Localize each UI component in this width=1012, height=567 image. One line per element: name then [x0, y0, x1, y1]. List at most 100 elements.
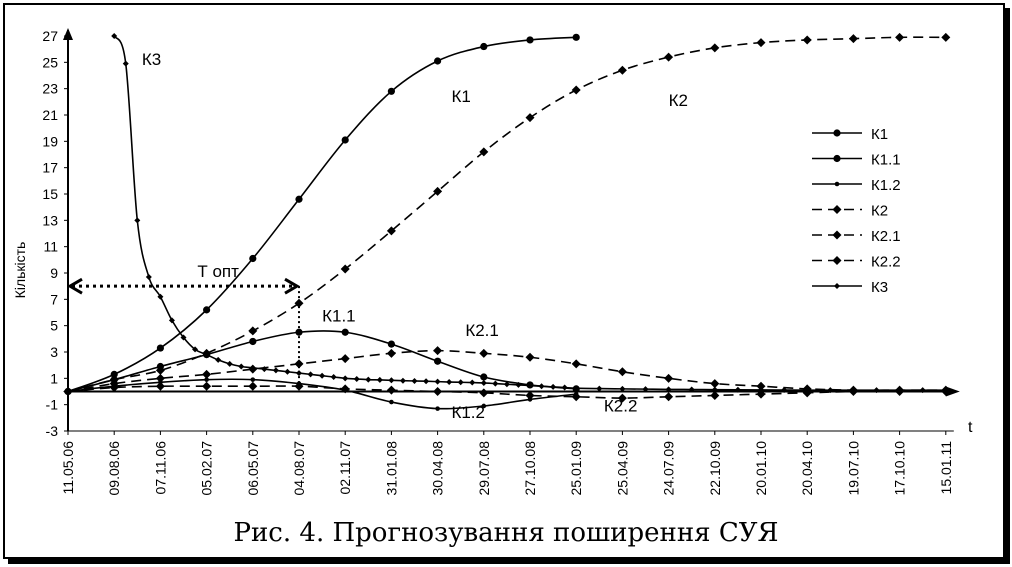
data-point: [503, 381, 510, 388]
data-point: [711, 386, 718, 393]
data-point: [341, 136, 349, 144]
y-tick-label: -3: [46, 423, 59, 439]
legend-item: К1: [812, 126, 888, 143]
data-point: [664, 373, 674, 383]
data-point: [832, 230, 842, 240]
annotation-label: К1.2: [451, 403, 485, 422]
data-point: [272, 367, 279, 374]
data-point: [295, 195, 303, 203]
data-point: [388, 377, 395, 384]
data-point: [896, 387, 903, 394]
x-tick-label: 02.11.07: [337, 441, 353, 495]
data-point: [180, 334, 187, 341]
data-point: [376, 376, 383, 383]
legend-item: К2.1: [812, 228, 901, 245]
data-point: [617, 65, 627, 75]
data-point: [249, 254, 257, 263]
data-point: [157, 293, 164, 300]
data-point: [572, 33, 580, 41]
x-tick-label: 22.10.09: [707, 441, 723, 496]
data-point: [248, 381, 258, 391]
data-point: [110, 370, 118, 378]
legend-label: К1.2: [871, 177, 901, 194]
data-point: [571, 392, 581, 402]
y-tick-label: -1: [46, 397, 59, 413]
data-point: [111, 33, 118, 39]
data-point: [411, 377, 418, 384]
x-tick-label: 09.08.06: [106, 441, 122, 496]
series-К2.2: [63, 381, 951, 403]
data-point: [525, 352, 535, 362]
data-point: [433, 186, 443, 196]
data-point: [238, 363, 245, 370]
x-tick-label: 06.05.07: [245, 441, 261, 496]
legend-item: К1.1: [812, 152, 901, 169]
data-point: [340, 264, 350, 274]
data-point: [479, 147, 489, 157]
data-point: [492, 380, 499, 387]
x-tick-label: 15.01.11: [938, 441, 954, 495]
data-point: [527, 382, 533, 389]
data-point: [619, 385, 626, 392]
data-point: [538, 383, 545, 390]
data-point: [386, 348, 396, 358]
legend: К1 К1.1 К1.2 К2 К2.1 К2.2 К3: [812, 126, 901, 296]
data-point: [342, 375, 349, 382]
data-point: [832, 205, 842, 214]
series-line: [67, 378, 577, 410]
data-point: [850, 387, 857, 394]
x-tick-label: 24.07.09: [661, 441, 677, 496]
x-tick-label: 29.07.08: [476, 441, 492, 496]
data-point: [942, 387, 949, 394]
data-point: [873, 387, 880, 394]
data-point: [665, 386, 672, 393]
data-point: [386, 226, 396, 236]
data-point: [249, 337, 257, 346]
data-point: [525, 390, 535, 400]
annotation-label: К1.1: [322, 307, 356, 326]
data-point: [134, 217, 141, 224]
data-point: [341, 328, 349, 336]
y-tick-label: 17: [42, 160, 58, 176]
data-point: [203, 351, 210, 358]
x-tick-label: 30.04.08: [430, 441, 446, 496]
series-К2.1: [63, 346, 951, 396]
x-axis-arrow: [945, 386, 960, 397]
data-point: [758, 386, 764, 393]
data-point: [168, 317, 175, 324]
data-point: [226, 360, 233, 367]
series-К2: [63, 32, 951, 396]
data-point: [249, 364, 256, 371]
data-point: [561, 384, 568, 391]
data-point: [469, 379, 476, 386]
data-point: [833, 129, 841, 137]
annotation-label: К1: [451, 87, 470, 106]
data-point: [399, 377, 406, 384]
data-point: [833, 154, 841, 163]
data-point: [423, 378, 430, 385]
data-point: [307, 371, 314, 378]
data-point: [941, 32, 951, 42]
x-axis-label: t: [968, 419, 973, 436]
data-point: [617, 393, 627, 403]
x-tick-label: 05.02.07: [199, 441, 215, 496]
data-point: [571, 85, 581, 95]
data-point: [664, 392, 674, 402]
data-point: [834, 181, 840, 187]
legend-item: К2.2: [812, 254, 901, 271]
series-К1.1: [64, 328, 580, 396]
annotations: К3 К1 К2 К1.1 К2.1 К1.2 К2.2 Т опт: [67, 50, 688, 422]
legend-item: К2: [812, 203, 888, 220]
data-point: [480, 379, 487, 386]
data-point: [435, 406, 440, 411]
legend-label: К2.2: [871, 254, 901, 271]
legend-label: К1.1: [871, 152, 901, 169]
x-tick-label: 11.05.06: [60, 441, 76, 495]
annotation-label: К2.1: [465, 321, 499, 340]
series-line: [67, 36, 946, 393]
y-tick-label: 21: [42, 107, 58, 123]
y-tick-label: 7: [50, 291, 58, 307]
series-line: [67, 330, 577, 393]
data-point: [756, 38, 766, 48]
data-point: [434, 378, 441, 385]
